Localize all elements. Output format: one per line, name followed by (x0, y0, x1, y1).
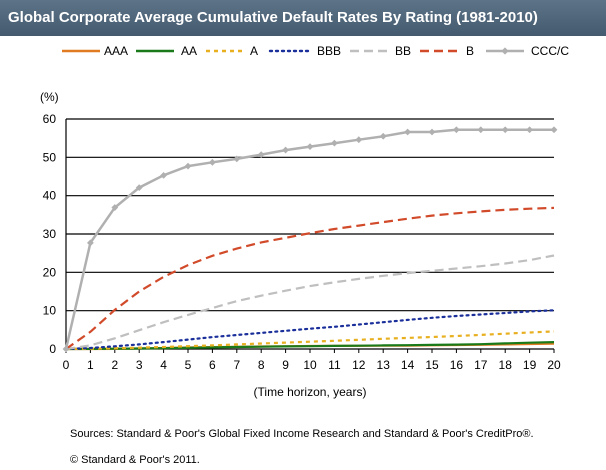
x-tick-label: 12 (352, 358, 366, 372)
legend-label: CCC/C (531, 44, 569, 58)
legend-label: BBB (317, 44, 341, 58)
y-tick-label: 50 (43, 150, 57, 164)
legend-marker (501, 47, 509, 55)
series-line-ccc-c (64, 128, 554, 350)
series-line-bbb (64, 309, 556, 351)
data-point-marker (477, 126, 485, 134)
series-lines (62, 126, 558, 353)
data-point-marker (355, 136, 363, 144)
x-tick-label: 11 (328, 358, 341, 372)
sources-note: Sources: Standard & Poor's Global Fixed … (70, 428, 534, 440)
x-tick-label: 13 (377, 358, 391, 372)
data-point-marker (379, 132, 387, 140)
legend-label: BB (395, 44, 411, 58)
y-tick-label: 40 (43, 189, 57, 203)
x-tick-label: 9 (282, 358, 289, 372)
data-point-marker (209, 158, 216, 166)
data-point-marker (184, 162, 192, 170)
axes (65, 119, 555, 353)
data-point-marker (135, 184, 143, 192)
x-tick-label: 2 (111, 358, 118, 372)
data-point-marker (306, 143, 314, 150)
legend-label: AA (181, 44, 197, 58)
data-point-marker (111, 204, 119, 211)
y-axis-unit-label: (%) (40, 90, 59, 104)
y-tick-label: 20 (43, 265, 57, 279)
x-tick-label: 19 (523, 358, 537, 372)
x-tick-label: 5 (185, 358, 192, 372)
data-point-marker (331, 139, 338, 147)
data-point-marker (233, 155, 241, 163)
legend-label: B (466, 44, 474, 58)
data-point-marker (62, 345, 70, 353)
data-point-marker (404, 128, 411, 136)
series-line-b (65, 206, 555, 350)
x-tick-label: 4 (160, 358, 167, 372)
copyright-note: © Standard & Poor's 2011. (70, 454, 200, 466)
series-line-a (65, 330, 555, 351)
x-tick-label: 18 (499, 358, 513, 372)
x-tick-label: 16 (450, 358, 464, 372)
data-point-marker (526, 126, 533, 134)
data-point-marker (550, 126, 558, 134)
x-tick-label: 15 (425, 358, 439, 372)
x-tick-label: 1 (87, 358, 94, 372)
x-tick-label: 17 (474, 358, 488, 372)
chart-title: Global Corporate Average Cumulative Defa… (0, 0, 606, 36)
data-point-marker (87, 239, 94, 247)
x-tick-label: 8 (258, 358, 265, 372)
chart-legend: AAA AA A BBB BB B CCC/C (62, 44, 569, 58)
x-tick-label: 3 (136, 358, 143, 372)
y-tick-label: 10 (43, 304, 57, 318)
data-point-marker (453, 126, 460, 134)
data-point-marker (282, 146, 289, 154)
legend-label: AAA (104, 44, 128, 58)
y-tick-label: 60 (43, 112, 57, 126)
x-tick-label: 7 (233, 358, 240, 372)
x-axis-label: (Time horizon, years) (254, 385, 367, 399)
data-point-marker (160, 171, 167, 179)
series-line-bb (65, 254, 555, 351)
legend-label: A (250, 44, 258, 58)
y-tick-label: 0 (49, 342, 56, 356)
x-tick-label: 6 (209, 358, 216, 372)
data-point-marker (257, 151, 265, 159)
x-tick-label: 10 (303, 358, 317, 372)
data-point-marker (428, 128, 436, 136)
data-point-marker (501, 126, 509, 134)
x-tick-label: 0 (63, 358, 70, 372)
x-tick-label: 14 (401, 358, 415, 372)
y-tick-label: 30 (43, 227, 57, 241)
x-tick-label: 20 (547, 358, 561, 372)
